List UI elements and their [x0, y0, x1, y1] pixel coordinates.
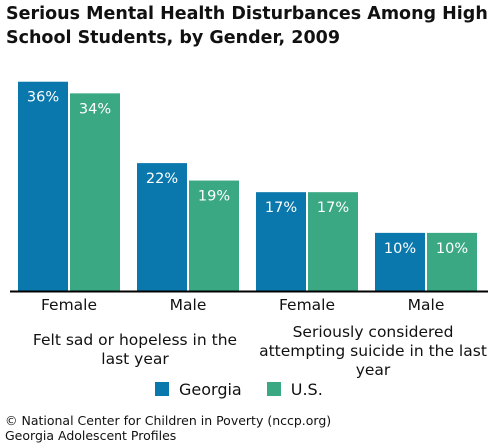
data-label-georgia-0: 36% [27, 90, 59, 106]
bar-georgia-1 [137, 163, 187, 291]
data-label-georgia-1: 22% [146, 171, 178, 187]
data-label-georgia-2: 17% [265, 200, 297, 216]
group-label-considered-suicide-line3: year [355, 361, 391, 379]
group-label-considered-suicide: Seriously considered attempting suicide … [248, 323, 498, 380]
legend-item-georgia: Georgia [155, 380, 242, 399]
bar-u-s-0 [70, 93, 120, 291]
group-label-considered-suicide-line1: Seriously considered [292, 323, 454, 341]
bar-u-s-2 [308, 192, 358, 291]
source-note: © National Center for Children in Povert… [5, 413, 331, 443]
legend-label-georgia: Georgia [179, 379, 242, 399]
bar-u-s-3 [427, 232, 477, 291]
source-line1: © National Center for Children in Povert… [5, 413, 332, 428]
data-label-georgia-3: 10% [384, 241, 416, 257]
source-line2: Georgia Adolescent Profiles [5, 428, 177, 443]
bar-georgia-3 [375, 232, 425, 291]
legend-label-us: U.S. [290, 379, 323, 399]
legend: Georgia U.S. [155, 378, 348, 400]
category-label-1: Male [170, 296, 207, 314]
group-label-sad-hopeless-line2: last year [101, 350, 169, 368]
bar-georgia-0 [18, 81, 68, 291]
bar-u-s-1 [189, 180, 239, 291]
data-label-u-s-2: 17% [317, 200, 349, 216]
data-label-u-s-3: 10% [436, 241, 468, 257]
chart-title: Serious Mental Health Disturbances Among… [6, 2, 494, 50]
group-label-considered-suicide-line2: attempting suicide in the last [259, 342, 487, 360]
legend-swatch-us [266, 382, 281, 396]
data-label-u-s-1: 19% [198, 189, 230, 205]
chart-title-line1: Serious Mental Health Disturbances Among… [6, 4, 488, 24]
data-label-u-s-0: 34% [79, 101, 111, 117]
legend-swatch-georgia [155, 382, 169, 396]
category-label-2: Female [279, 296, 335, 314]
chart-title-line2: School Students, by Gender, 2009 [6, 28, 340, 48]
group-label-sad-hopeless: Felt sad or hopeless in the last year [10, 331, 260, 369]
category-label-0: Female [41, 296, 97, 314]
category-label-3: Male [408, 296, 445, 314]
group-label-sad-hopeless-line1: Felt sad or hopeless in the [32, 331, 238, 349]
legend-item-us: U.S. [266, 379, 323, 399]
bar-georgia-2 [256, 192, 306, 291]
